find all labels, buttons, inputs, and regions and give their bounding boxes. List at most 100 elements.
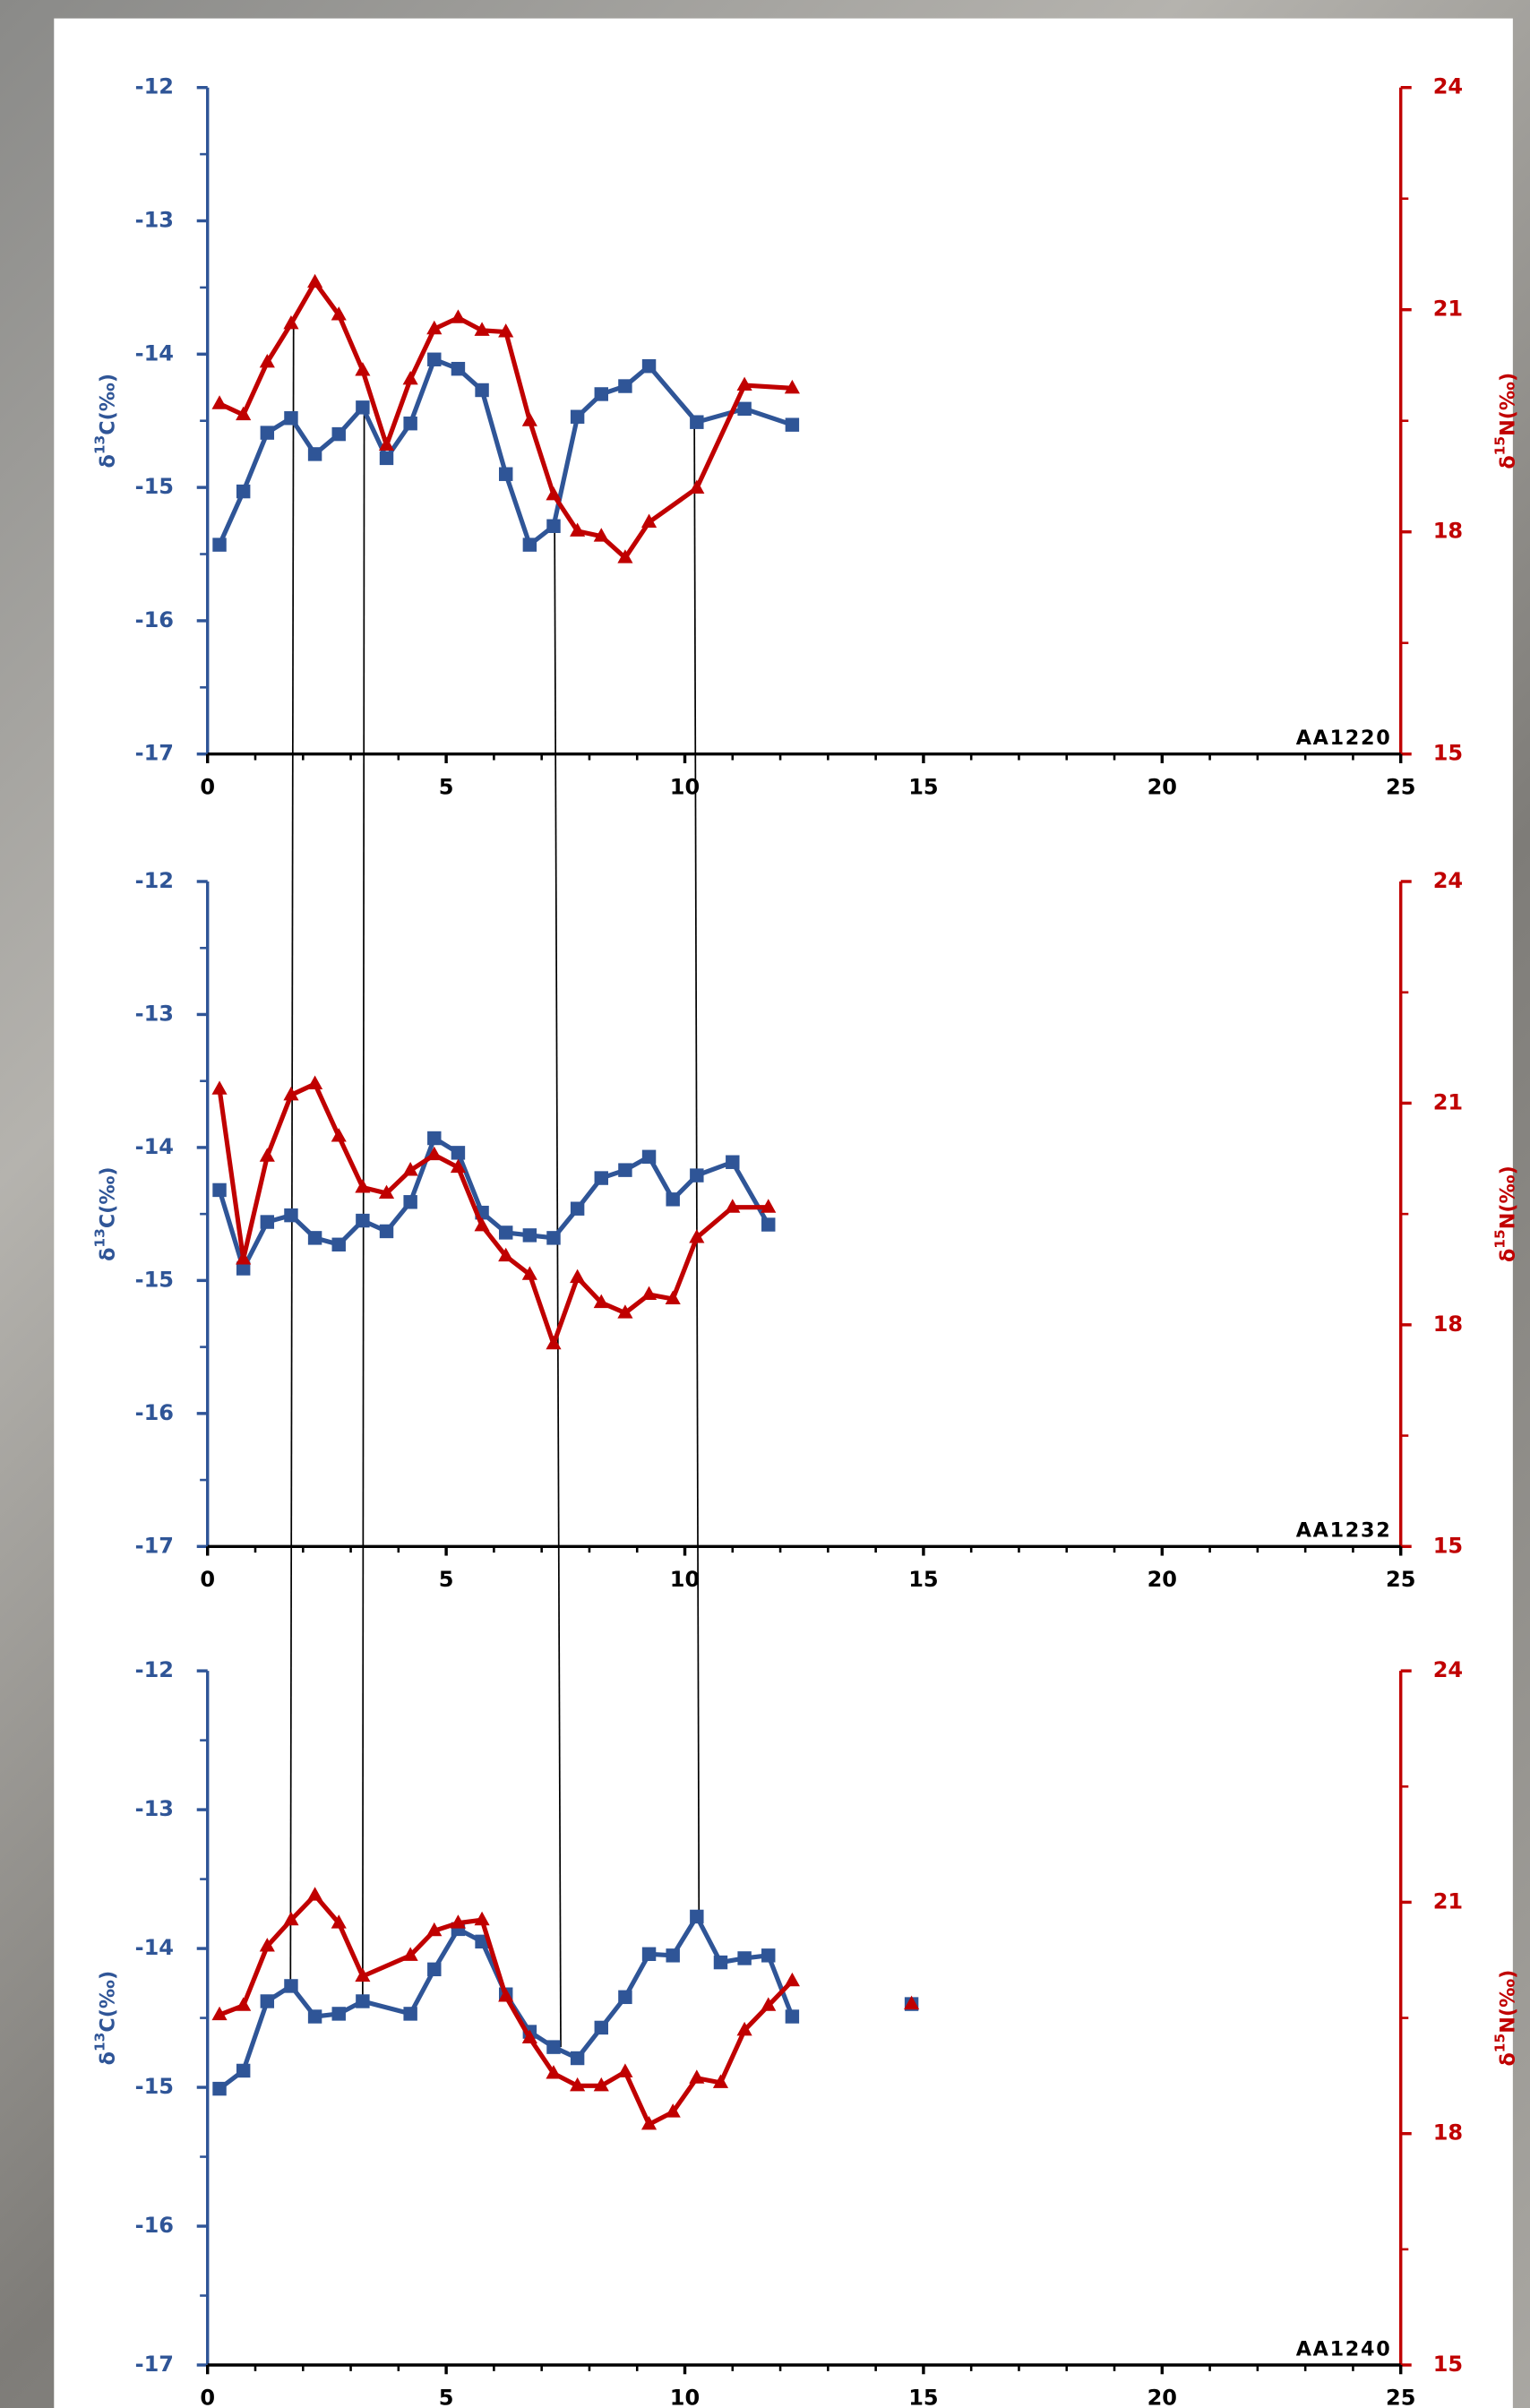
y2-tick-label: 18 — [1433, 519, 1463, 544]
marker — [427, 353, 441, 366]
marker — [451, 362, 465, 375]
chart-label: AA1240 — [1296, 2337, 1392, 2361]
y2-axis-title-part: 15 — [1491, 1229, 1508, 1248]
y2-axis-title-part: N(‰) — [1496, 1165, 1519, 1229]
marker — [212, 1183, 226, 1197]
y2-tick-label: 24 — [1433, 74, 1463, 99]
y-tick-label: -12 — [135, 1657, 174, 1682]
x-tick-label: 0 — [200, 2386, 215, 2408]
marker — [595, 387, 608, 400]
marker — [499, 468, 512, 481]
marker — [571, 1201, 584, 1215]
y-axis-title-part: δ — [96, 454, 119, 468]
marker — [403, 1195, 417, 1208]
y2-tick-label: 15 — [1433, 741, 1463, 766]
marker — [427, 1131, 441, 1145]
marker — [666, 1192, 679, 1206]
marker — [690, 1910, 703, 1923]
y-axis-title-part: 13 — [91, 2033, 107, 2051]
y2-tick-label: 15 — [1433, 2352, 1463, 2377]
x-tick-label: 20 — [1148, 774, 1177, 799]
marker — [786, 417, 799, 431]
y2-axis-title-part: N(‰) — [1496, 373, 1519, 436]
y-tick-label: -15 — [135, 474, 174, 499]
y-tick-label: -15 — [135, 2074, 174, 2099]
marker — [690, 415, 703, 428]
y-axis-title-part: C(‰) — [96, 1166, 119, 1228]
marker — [284, 411, 297, 425]
y2-axis-title: δ15N(‰) — [1491, 373, 1519, 469]
y-tick-label: -16 — [135, 2213, 174, 2238]
marker — [523, 538, 537, 551]
marker — [642, 1150, 656, 1164]
y2-axis-title-part: N(‰) — [1496, 1970, 1519, 2034]
marker — [595, 1171, 608, 1184]
y-tick-label: -17 — [135, 741, 174, 766]
y2-axis-title: δ15N(‰) — [1491, 1165, 1519, 1262]
marker — [642, 1948, 656, 1961]
x-tick-label: 5 — [439, 2386, 454, 2408]
y-axis-title: δ13C(‰) — [91, 374, 119, 469]
x-tick-label: 25 — [1386, 1567, 1415, 1592]
y-axis-title: δ13C(‰) — [91, 1166, 119, 1261]
y-axis-title: δ13C(‰) — [91, 1971, 119, 2066]
marker — [546, 520, 560, 533]
y-axis-title-part: δ — [96, 2051, 119, 2065]
marker — [332, 2007, 346, 2020]
x-tick-label: 25 — [1386, 774, 1415, 799]
x-tick-label: 20 — [1148, 2386, 1177, 2408]
marker — [332, 1238, 346, 1251]
x-tick-label: 10 — [670, 774, 700, 799]
marker — [546, 1231, 560, 1244]
marker — [236, 485, 250, 498]
y-tick-label: -14 — [135, 340, 174, 366]
marker — [261, 1994, 274, 2008]
x-tick-label: 0 — [200, 774, 215, 799]
marker — [284, 1979, 297, 1992]
y-tick-label: -16 — [135, 607, 174, 632]
marker — [451, 1146, 465, 1159]
x-tick-label: 20 — [1148, 1567, 1177, 1592]
marker — [595, 2021, 608, 2034]
marker — [571, 410, 584, 424]
marker — [403, 417, 417, 430]
marker — [356, 1994, 369, 2008]
y-tick-label: -17 — [135, 2352, 174, 2377]
marker — [380, 452, 393, 465]
y-tick-label: -12 — [135, 868, 174, 893]
marker — [546, 2040, 560, 2053]
y-tick-label: -15 — [135, 1267, 174, 1292]
marker — [475, 383, 488, 397]
marker — [523, 1228, 537, 1242]
marker — [403, 2007, 417, 2020]
y2-axis-title-part: δ — [1496, 2052, 1519, 2066]
figure: -17-16-15-14-13-12151821240510152025δ13C… — [0, 0, 1530, 2408]
y2-axis-title-part: 15 — [1491, 2034, 1508, 2052]
x-tick-label: 10 — [670, 1567, 700, 1592]
y-axis-title-part: 13 — [91, 435, 107, 454]
y-tick-label: -14 — [135, 1134, 174, 1159]
page: {"chart_data": [ {"type": "line", "label… — [0, 0, 1530, 2408]
marker — [236, 2064, 250, 2077]
marker — [761, 1948, 775, 1962]
marker — [642, 359, 656, 373]
y2-tick-label: 18 — [1433, 1312, 1463, 1337]
y-axis-title-part: C(‰) — [96, 374, 119, 435]
marker — [690, 1168, 703, 1182]
y2-tick-label: 21 — [1433, 1089, 1463, 1114]
marker — [261, 1215, 274, 1228]
x-tick-label: 15 — [908, 2386, 938, 2408]
y2-axis-title-part: 15 — [1491, 436, 1508, 455]
y2-tick-label: 21 — [1433, 297, 1463, 322]
x-tick-label: 25 — [1386, 2386, 1415, 2408]
marker — [618, 379, 632, 392]
marker — [737, 1951, 751, 1965]
marker — [212, 2082, 226, 2095]
marker — [714, 1956, 727, 1969]
y-tick-label: -17 — [135, 1533, 174, 1558]
y2-tick-label: 15 — [1433, 1533, 1463, 1558]
marker — [308, 2009, 322, 2023]
marker — [427, 1963, 441, 1976]
y-axis-title-part: 13 — [91, 1228, 107, 1247]
x-tick-label: 10 — [670, 2386, 700, 2408]
